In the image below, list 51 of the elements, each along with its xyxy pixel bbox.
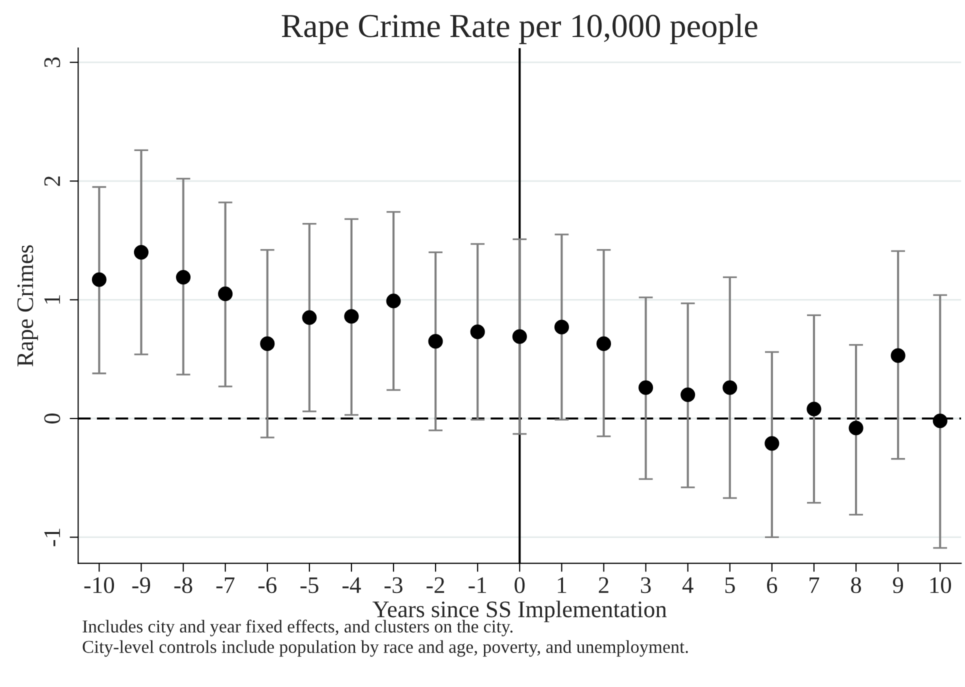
text: City-level controls include population by race and age, poverty, and unemployment.	[82, 640, 688, 657]
point	[680, 387, 696, 402]
x-tick-label: 0	[514, 577, 525, 594]
point	[260, 336, 275, 351]
y-tick-label: 0	[44, 414, 60, 424]
x-tick-label: -1	[468, 577, 486, 593]
point	[134, 245, 149, 260]
point	[890, 348, 906, 363]
y-tick-label: 2	[44, 176, 60, 186]
point	[92, 272, 106, 287]
point	[806, 402, 822, 416]
point	[596, 336, 612, 351]
x-tick-label: -2	[426, 577, 444, 593]
x-tick-label: 7	[810, 577, 820, 593]
point	[386, 294, 401, 308]
x-tick-label: 4	[682, 577, 694, 593]
x-tick-label: 1	[558, 577, 566, 593]
text: Includes city and year fixed effects, and clusters on the city.	[82, 620, 513, 636]
y-tick-label: 1	[44, 295, 60, 304]
x-tick-label: -5	[300, 577, 318, 594]
x-tick-label: 9	[892, 577, 904, 594]
point	[722, 380, 738, 395]
point	[470, 324, 485, 340]
point	[302, 310, 317, 325]
point	[764, 436, 780, 451]
y-tick-label: -1	[44, 528, 60, 546]
x-tick-label: -4	[342, 577, 361, 593]
x-tick-label: -3	[384, 577, 402, 594]
x-tick-label: -6	[258, 577, 277, 594]
x-tick-label: 5	[725, 577, 735, 594]
point	[848, 420, 864, 436]
y-axis-title: Rape Crimes	[17, 245, 38, 366]
point	[554, 320, 569, 334]
x-tick-label: 8	[851, 577, 862, 594]
point	[428, 334, 443, 349]
point	[176, 270, 191, 285]
point	[344, 309, 359, 324]
x-tick-label: -9	[132, 577, 150, 594]
x-tick-label: 2	[598, 577, 608, 593]
x-tick-label: -10	[84, 577, 114, 594]
x-tick-label: -7	[216, 577, 234, 593]
point	[218, 286, 233, 302]
x-tick-label: -8	[174, 577, 192, 594]
point	[638, 380, 654, 395]
point	[512, 329, 527, 344]
x-tick-label: 3	[641, 577, 651, 594]
y-tick-label: 3	[44, 57, 60, 68]
point	[932, 414, 948, 428]
chart-title: Rape Crime Rate per 10,000 people	[282, 14, 758, 44]
x-tick-label: 10	[930, 577, 952, 594]
x-tick-label: 6	[767, 577, 778, 594]
